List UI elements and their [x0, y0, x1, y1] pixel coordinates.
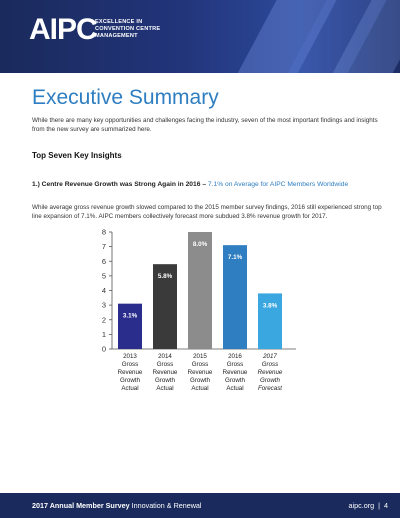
category-label: Actual — [121, 385, 138, 392]
data-label: 7.1% — [228, 254, 243, 261]
category-label: Growth — [190, 377, 211, 384]
y-tick-label: 1 — [102, 330, 106, 339]
category-label: Revenue — [258, 369, 283, 376]
footer-page-info: aipc.org | 4 — [349, 501, 388, 510]
revenue-growth-chart: 0123456783.1%2013GrossRevenueGrowthActua… — [102, 228, 296, 392]
insight-title-rest: 7.1% on Average for AIPC Members Worldwi… — [206, 181, 349, 188]
y-tick-label: 5 — [102, 271, 106, 280]
footer-site: aipc.org — [348, 501, 375, 510]
insight-paragraph: While average gross revenue growth slowe… — [32, 204, 382, 220]
section-title: Top Seven Key Insights — [32, 151, 122, 160]
category-label: Actual — [191, 385, 208, 392]
tagline-line-1: EXCELLENCE IN — [95, 19, 143, 25]
bar — [223, 245, 247, 349]
category-label: Revenue — [118, 369, 143, 376]
footer-survey-bold: 2017 Annual Member Survey — [32, 501, 130, 510]
data-label: 5.8% — [158, 273, 173, 280]
footer-separator: | — [378, 501, 380, 510]
category-label: 2013 — [123, 353, 137, 360]
bar — [258, 293, 282, 349]
aipc-logo: AIPC — [29, 13, 98, 46]
category-label: Actual — [226, 385, 243, 392]
category-label: Actual — [156, 385, 173, 392]
category-label: Gross — [122, 361, 139, 368]
category-label: Gross — [227, 361, 244, 368]
category-label: Gross — [262, 361, 279, 368]
bar — [153, 264, 177, 349]
insight-title-bold: 1.) Centre Revenue Growth was Strong Aga… — [32, 181, 207, 188]
data-label: 8.0% — [193, 241, 208, 248]
intro-text: While there are many key opportunities a… — [32, 117, 378, 133]
y-tick-label: 0 — [102, 345, 106, 354]
y-tick-label: 3 — [102, 301, 106, 310]
bar — [188, 232, 212, 349]
logo-tagline: EXCELLENCE IN CONVENTION CENTRE MANAGEME… — [95, 19, 160, 40]
category-label: Revenue — [223, 369, 248, 376]
tagline-line-2: CONVENTION CENTRE — [95, 26, 161, 32]
category-label: Forecast — [258, 385, 282, 392]
header-banner: AIPC EXCELLENCE IN CONVENTION CENTRE MAN… — [0, 0, 400, 73]
category-label: Gross — [192, 361, 209, 368]
page-title: Executive Summary — [32, 86, 219, 109]
category-label: 2017 — [262, 353, 277, 360]
category-label: Growth — [155, 377, 176, 384]
y-tick-label: 2 — [102, 315, 106, 324]
y-tick-label: 4 — [102, 286, 106, 295]
category-label: Growth — [225, 377, 246, 384]
y-tick-label: 7 — [102, 242, 106, 251]
category-label: Growth — [120, 377, 141, 384]
footer: 2017 Annual Member Survey Innovation & R… — [0, 493, 400, 518]
tagline-line-3: MANAGEMENT — [95, 33, 138, 39]
category-label: 2015 — [193, 353, 207, 360]
category-label: Revenue — [188, 369, 213, 376]
bar — [118, 303, 142, 349]
category-label: Revenue — [153, 369, 178, 376]
category-label: Growth — [260, 377, 281, 384]
y-tick-label: 6 — [102, 257, 106, 266]
footer-survey-rest: Innovation & Renewal — [129, 501, 202, 510]
category-label: 2014 — [158, 353, 172, 360]
data-label: 3.8% — [263, 302, 278, 309]
category-label: 2016 — [228, 353, 242, 360]
page-number: 4 — [384, 501, 388, 510]
data-label: 3.1% — [123, 313, 138, 320]
insight-title: 1.) Centre Revenue Growth was Strong Aga… — [32, 181, 348, 188]
category-label: Gross — [157, 361, 174, 368]
footer-survey: 2017 Annual Member Survey Innovation & R… — [32, 501, 202, 510]
y-tick-label: 8 — [102, 228, 106, 237]
